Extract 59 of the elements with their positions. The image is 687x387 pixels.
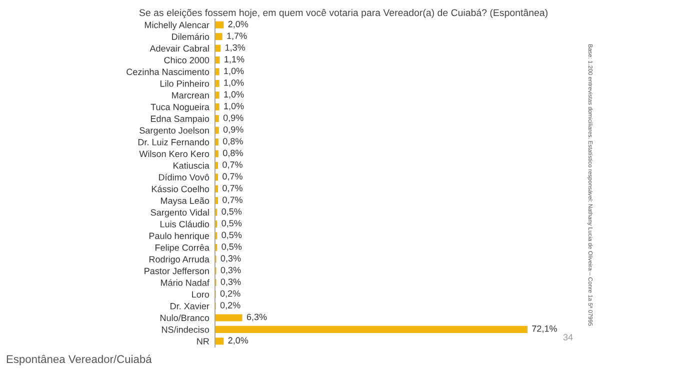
data-label: 1,0% <box>224 68 244 76</box>
y-tick-label: Dídimo Vovô <box>159 174 210 181</box>
y-tick-label: Felipe Corrêa <box>156 244 210 253</box>
y-tick-label: Paulo henrique <box>149 232 210 241</box>
y-tick-label: Katiuscia <box>174 162 210 169</box>
data-label: 72,1% <box>532 325 557 333</box>
data-label: 0,5% <box>222 232 242 240</box>
chart-title: Se as eleições fossem hoje, em quem você votaria para Vereador(a) de Cuiabá? (Espontânea) <box>139 8 548 18</box>
text: 34 <box>563 334 573 340</box>
y-tick-label: Nulo/Branco <box>160 314 210 322</box>
data-label: 0,9% <box>223 126 244 134</box>
data-label: 1,1% <box>224 56 244 64</box>
data-label: 6,3% <box>246 314 267 322</box>
y-tick-label: Tuca Nogueira <box>150 104 210 112</box>
y-tick-label: Sargento Vidal <box>150 209 209 218</box>
y-tick-label: Chico 2000 <box>164 56 210 64</box>
y-tick-label: NS/indeciso <box>162 326 210 333</box>
data-label: 0,9% <box>223 114 244 122</box>
data-label: 1,0% <box>224 102 244 110</box>
y-tick-label: Edna Sampaio <box>150 115 210 124</box>
y-tick-label: Wilson Kero Kero <box>139 150 210 158</box>
data-label: 0,2% <box>220 302 240 310</box>
text: Espontânea Vereador/Cuiabá <box>6 354 152 366</box>
data-label: 0,3% <box>220 255 241 263</box>
y-tick-label: Michelly Alencar <box>144 22 210 30</box>
data-label: 0,5% <box>222 243 242 251</box>
y-tick-label: Kássio Coelho <box>152 185 210 192</box>
y-tick-label: Maysa Leão <box>161 197 210 206</box>
data-label: 2,0% <box>228 337 248 345</box>
data-label: 0,7% <box>222 161 242 169</box>
data-label: 0,8% <box>222 138 243 146</box>
y-tick-label: Dr. Xavier <box>170 302 210 310</box>
data-label: 0,3% <box>220 278 241 286</box>
data-label: 0,3% <box>220 266 241 274</box>
data-label: 2,0% <box>228 20 248 28</box>
y-tick-label: Marcrean <box>172 92 209 99</box>
data-label: 0,7% <box>222 196 242 204</box>
y-tick-label: Mário Nadaf <box>161 279 210 286</box>
y-tick-label: Dr. Luiz Fernando <box>138 138 210 146</box>
data-label: 0,7% <box>222 184 242 192</box>
data-label: 0,5% <box>222 208 242 216</box>
data-label: 1,0% <box>224 91 244 99</box>
y-tick-label: Lilo Pinheiro <box>160 80 210 87</box>
y-tick-label: Pastor Jefferson <box>144 268 209 274</box>
y-tick-label: Sargento Joelson <box>140 127 209 136</box>
data-label: 1,3% <box>225 44 246 52</box>
y-tick-label: Dilemário <box>172 33 210 40</box>
data-label: 0,2% <box>220 290 240 298</box>
data-label: 1,0% <box>224 79 244 87</box>
y-tick-label: Cezinha Nascimento <box>126 68 210 76</box>
data-label: 0,5% <box>222 220 242 228</box>
data-label: 0,8% <box>222 150 243 158</box>
y-tick-label: Loro <box>192 291 210 298</box>
y-tick-label: Rodrigo Arruda <box>149 256 210 264</box>
y-tick-label: Luis Cláudio <box>160 220 210 228</box>
data-label: 1,7% <box>227 32 247 40</box>
y-tick-label: Adevair Cabral <box>150 45 209 52</box>
y-tick-label: NR <box>197 338 210 344</box>
data-label: 0,7% <box>222 173 242 181</box>
